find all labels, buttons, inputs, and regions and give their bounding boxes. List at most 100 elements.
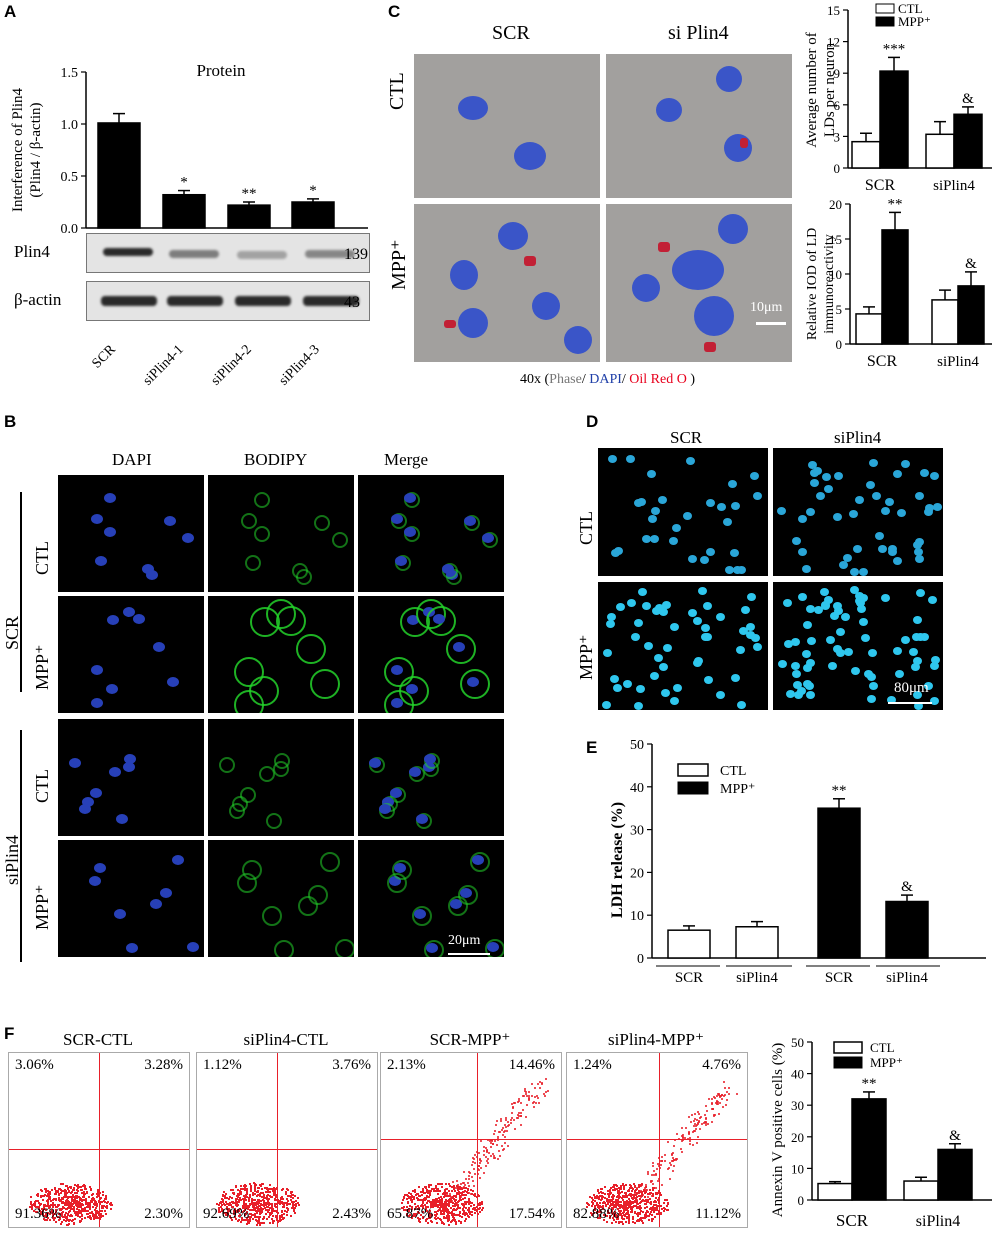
x-label: SCR <box>836 1211 869 1230</box>
flow-plot-title: SCR-CTL <box>63 1030 133 1049</box>
blot-kda-actin: 43 <box>344 294 360 311</box>
flow-quadrant-value: 2.13% <box>387 1057 426 1073</box>
flow-quadrant-value: 1.12% <box>203 1057 242 1073</box>
c-image-scr-mpp <box>414 204 600 362</box>
significance-mark: & <box>901 879 913 895</box>
y-tick-label: 30 <box>630 824 644 839</box>
c-col-scr: SCR <box>492 22 530 44</box>
significance-mark: ** <box>888 196 903 212</box>
flow-plot: 3.06% 3.28% 91.36% 2.30% <box>8 1052 190 1228</box>
flow-quadrant-value: 91.36% <box>15 1206 62 1222</box>
b-col-dapi: DAPI <box>112 450 152 469</box>
blot-lane-labels: SCR siPlin4-1 siPlin4-2 siPlin4-3 <box>90 342 323 389</box>
bar <box>227 204 271 229</box>
flow-quadrant-value: 82.88% <box>573 1206 620 1222</box>
flow-plot-title: siPlin4-MPP⁺ <box>608 1030 704 1049</box>
y-tick-label: 0 <box>637 952 644 967</box>
flow-gate-vertical <box>277 1053 278 1227</box>
blot-label-actin: β-actin <box>14 290 62 309</box>
chart-a-ylabel-2: (Plin4 / β-actin) <box>28 102 44 197</box>
x-label: siPlin4 <box>937 354 979 370</box>
c-image-siplin4-ctl <box>606 54 792 198</box>
chart-f-annexin: Annexin V positive cells (%) 50 40 30 20 10 0… <box>770 1035 992 1230</box>
y-tick-label: 0 <box>798 1193 805 1208</box>
b-image-grid: 20μm <box>58 475 512 967</box>
d-col-scr: SCR <box>670 428 703 447</box>
bar <box>885 900 929 959</box>
blot-beta-actin <box>86 281 370 321</box>
x-label: SCR <box>867 353 898 370</box>
d-image-cell <box>598 448 768 576</box>
flow-gate-vertical <box>99 1053 100 1227</box>
flow-quadrant-value: 14.46% <box>508 1057 555 1073</box>
d-row-mpp: MPP⁺ <box>576 634 596 680</box>
lane-label: siPlin4-3 <box>276 342 322 388</box>
b-row-siplin4-ctl: CTL <box>32 769 52 803</box>
flow-gate-horizontal <box>567 1139 747 1140</box>
bar <box>851 1098 887 1201</box>
c-row-mpp: MPP⁺ <box>388 239 410 290</box>
significance-mark: *** <box>883 41 906 57</box>
b-group-siplin4: siPlin4 <box>2 834 22 885</box>
panel-label-e: E <box>586 738 598 757</box>
chart-c1-ylabel-1: Average number of <box>804 32 820 148</box>
flow-plot: 1.12% 3.76% 92.69% 2.43% <box>196 1052 378 1228</box>
c-image-scr-ctl <box>414 54 600 198</box>
b-image-cell <box>208 719 354 836</box>
b-image-cell <box>58 719 204 836</box>
c-caption: 40x (Phase/ DAPI/ Oil Red O ) <box>520 372 696 387</box>
legend-label-ctl: CTL <box>720 764 746 779</box>
d-scalebar <box>888 702 932 704</box>
c-image-siplin4-mpp: 10μm <box>606 204 792 362</box>
y-tick-label: 1.0 <box>61 118 79 133</box>
c-caption-oil: Oil Red O <box>629 372 687 387</box>
flow-gate-vertical <box>659 1053 660 1227</box>
chart-c2-iod: Relative IOD of LD immunoreactivity 20 15… <box>805 196 992 370</box>
x-label: SCR <box>825 970 853 986</box>
b-col-merge: Merge <box>384 450 429 469</box>
flow-quadrant-value: 3.06% <box>15 1057 54 1073</box>
y-tick-label: 5 <box>836 302 843 317</box>
legend-swatch-mpp <box>875 16 895 27</box>
significance-mark: & <box>949 1128 961 1144</box>
lane-label: SCR <box>90 342 120 372</box>
bar <box>97 122 141 229</box>
legend-swatch-ctl <box>677 763 709 777</box>
y-tick-label: 50 <box>630 738 644 753</box>
y-tick-label: 0 <box>836 337 843 352</box>
b-image-cell <box>208 596 354 713</box>
y-tick-label: 20 <box>630 866 644 881</box>
b-image-cell <box>358 840 504 957</box>
y-tick-label: 1.5 <box>61 66 79 81</box>
y-tick-label: 20 <box>829 197 842 212</box>
significance-mark: * <box>309 183 317 199</box>
significance-mark: * <box>180 175 188 191</box>
flow-plot: 2.13% 14.46% 65.87% 17.54% <box>380 1052 562 1228</box>
chart-f-ylabel: Annexin V positive cells (%) <box>770 1043 786 1217</box>
b-group-bracket-scr <box>20 492 22 692</box>
flow-gate-horizontal <box>381 1139 561 1140</box>
chart-a-ylabel-1: Interference of Plin4 <box>10 87 26 212</box>
y-tick-label: 20 <box>791 1130 804 1145</box>
d-scale-label: 80μm <box>894 680 929 696</box>
d-image-cell <box>773 582 943 710</box>
panel-label-d: D <box>586 412 599 431</box>
flow-quadrant-value: 17.54% <box>508 1206 555 1222</box>
bar <box>735 926 779 959</box>
legend-swatch-mpp <box>677 781 709 795</box>
y-tick-label: 6 <box>834 98 841 113</box>
b-image-cell <box>58 475 204 592</box>
bar <box>291 201 335 229</box>
b-group-bracket-siplin4 <box>20 730 22 962</box>
bar <box>667 929 711 959</box>
flow-quadrant-value: 3.76% <box>332 1057 371 1073</box>
d-col-siplin4: siPlin4 <box>834 428 882 447</box>
c-col-siplin4: si Plin4 <box>668 22 729 44</box>
y-tick-label: 50 <box>791 1035 804 1050</box>
x-label: SCR <box>865 177 896 194</box>
bar <box>957 285 985 345</box>
flow-quadrant-value: 2.43% <box>332 1206 371 1222</box>
significance-mark: ** <box>862 1076 877 1092</box>
d-image-cell <box>598 582 768 710</box>
legend-label-mpp: MPP⁺ <box>870 1055 903 1070</box>
